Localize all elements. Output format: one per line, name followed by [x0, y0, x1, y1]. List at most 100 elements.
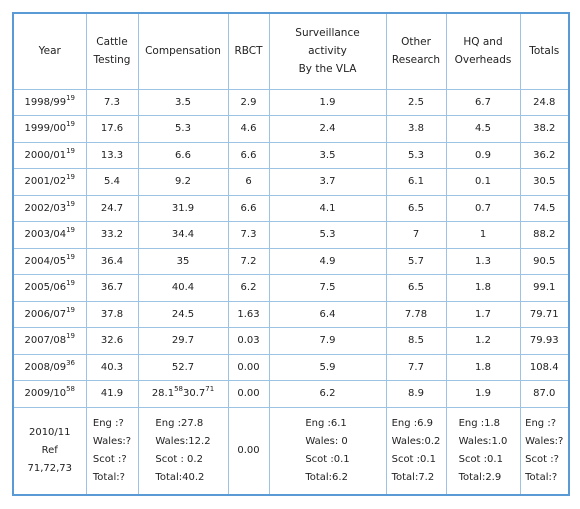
value-cell: Eng :1.8 Wales:1.0 Scot :0.1 Total:2.9 — [445, 406, 521, 496]
value-cell: 6.6 — [137, 141, 229, 169]
value-cell: 6.2 — [268, 380, 387, 408]
cell-line: Scot :? — [92, 453, 127, 465]
data-table: Year Cattle Testing Compensation RBCT Surveil… — [12, 12, 570, 496]
year-cell: 2006/0719 — [12, 300, 87, 328]
value-cell: 79.93 — [519, 327, 570, 355]
footnote-ref: 19 — [66, 252, 75, 261]
value-cell: 7.7 — [385, 353, 447, 381]
cell-line: Year — [38, 44, 61, 57]
year-cell: 2007/0819 — [12, 327, 87, 355]
footnote-ref: 19 — [66, 173, 75, 182]
cell-line: RBCT — [234, 44, 263, 57]
year-cell: 2005/0619 — [12, 274, 87, 302]
value-cell: 1.2 — [445, 327, 521, 355]
year-cell: 1998/9919 — [12, 88, 87, 116]
value-cell: 30.5 — [519, 168, 570, 196]
value-cell: 40.4 — [137, 274, 229, 302]
value-cell: 6.4 — [268, 300, 387, 328]
value-cell: 6.6 — [227, 194, 270, 222]
cell-line: Totals — [529, 44, 560, 57]
cell-line: Eng :6.9 — [391, 417, 434, 429]
value-cell: 28.15830.771 — [137, 380, 229, 408]
value-cell: 5.4 — [85, 168, 139, 196]
value-cell: 1.3 — [445, 247, 521, 275]
cell-line: Surveillance — [295, 26, 360, 39]
cell-lines: Eng :? Wales:? Scot :? Total:? — [93, 415, 131, 487]
value-cell: 7.5 — [268, 274, 387, 302]
value-cell: 0.7 — [445, 194, 521, 222]
value-cell: 6.2 — [227, 274, 270, 302]
cell-line: Eng :? — [525, 417, 556, 429]
value-cell: 4.5 — [445, 115, 521, 143]
value-cell: 38.2 — [519, 115, 570, 143]
value-cell: Eng :? Wales:? Scot :? Total:? — [519, 406, 570, 496]
value-cell: 7.3 — [227, 221, 270, 249]
cell-text: 2002/03 — [24, 202, 67, 214]
value-cell: 88.2 — [519, 221, 570, 249]
year-cell: 2008/0936 — [12, 353, 87, 381]
cell-line: Scot :0.1 — [391, 453, 436, 465]
footnote-ref: 19 — [66, 332, 75, 341]
cell-line: activity — [308, 44, 347, 57]
value-cell: 3.7 — [268, 168, 387, 196]
value-cell: 7.2 — [227, 247, 270, 275]
cell-lines: 2010/11 Ref 71,72,73 — [27, 424, 72, 478]
value-cell: 24.5 — [137, 300, 229, 328]
value-cell: 2.5 — [385, 88, 447, 116]
value-cell: 74.5 — [519, 194, 570, 222]
column-header: Compensation — [137, 12, 229, 90]
cell-text: 2005/06 — [24, 282, 67, 294]
cell-line: Total:40.2 — [155, 471, 205, 483]
value-cell: 52.7 — [137, 353, 229, 381]
cell-text: 2001/02 — [24, 176, 67, 188]
cell-line: Scot :0.1 — [305, 453, 350, 465]
value-cell: Eng :27.8 Wales:12.2 Scot : 0.2 Total:40.2 — [137, 406, 229, 496]
cell-text: 28.1 — [151, 388, 175, 400]
column-header: RBCT — [227, 12, 270, 90]
cell-text: 2003/04 — [24, 229, 67, 241]
footnote-ref: 19 — [66, 199, 75, 208]
value-cell: 33.2 — [85, 221, 139, 249]
value-cell: 87.0 — [519, 380, 570, 408]
cell-text: 2000/01 — [24, 149, 67, 161]
value-cell: 7.3 — [85, 88, 139, 116]
value-cell: 36.4 — [85, 247, 139, 275]
value-cell: 4.9 — [268, 247, 387, 275]
column-header: Year — [12, 12, 87, 90]
cell-line: Total:6.2 — [305, 471, 348, 483]
footnote-ref: 36 — [66, 358, 75, 367]
value-cell: 6.1 — [385, 168, 447, 196]
cell-line: Overheads — [454, 53, 512, 66]
cell-line: Scot : 0.2 — [155, 453, 203, 465]
cell-line: Total:7.2 — [391, 471, 435, 483]
cell-lines: HQ and Overheads — [455, 33, 512, 69]
footnote-ref: 19 — [66, 146, 75, 155]
table-row: 2001/0219 5.4 9.2 6 3.7 6.1 0.1 30.5 — [12, 168, 570, 196]
year-cell: 1999/0019 — [12, 115, 87, 143]
cell-line: HQ and — [463, 35, 503, 48]
cell-line: Compensation — [145, 44, 221, 57]
value-cell: 6.6 — [227, 141, 270, 169]
table-row: 2008/0936 40.3 52.7 0.00 5.9 7.7 1.8 108.4 — [12, 353, 570, 381]
cell-lines: Totals — [529, 42, 559, 60]
value-cell: 108.4 — [519, 353, 570, 381]
value-cell: 3.5 — [137, 88, 229, 116]
value-cell: 0.00 — [227, 406, 270, 496]
column-header: Totals — [519, 12, 570, 90]
value-cell: 24.8 — [519, 88, 570, 116]
value-cell: 6.5 — [385, 194, 447, 222]
header-row: Year Cattle Testing Compensation RBCT Surveil… — [12, 12, 570, 90]
value-cell: 1 — [445, 221, 521, 249]
value-cell: 0.9 — [445, 141, 521, 169]
cell-line: Scot :? — [525, 453, 559, 465]
year-cell: 2001/0219 — [12, 168, 87, 196]
footnote-ref: 19 — [66, 93, 75, 102]
value-cell: 1.9 — [445, 380, 521, 408]
cell-line: Wales:0.2 — [391, 435, 441, 447]
value-cell: 7.78 — [385, 300, 447, 328]
table-body: 1998/9919 7.3 3.5 2.9 1.9 2.5 6.7 24.8 1999/0019… — [12, 88, 570, 496]
cell-line: Research — [391, 53, 441, 66]
cell-line: Eng :1.8 — [458, 417, 501, 429]
cell-line: Wales:? — [525, 435, 564, 447]
